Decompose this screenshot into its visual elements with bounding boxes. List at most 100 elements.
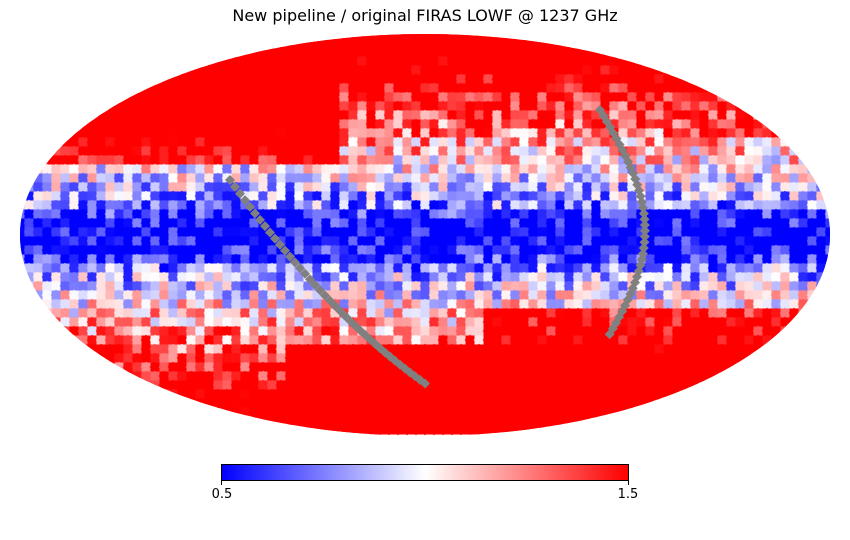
sky-pixel [527,181,539,193]
sky-pixel [608,163,620,175]
sky-pixel [185,73,197,85]
sky-pixel [581,145,593,157]
sky-pixel [329,127,341,139]
sky-pixel [428,190,440,202]
sky-pixel [194,217,206,229]
sky-pixel [194,136,206,148]
sky-pixel [734,136,746,148]
sky-pixel [338,91,350,103]
sky-pixel [563,136,575,148]
sky-pixel [338,217,350,229]
sky-pixel [419,73,431,85]
sky-pixel [122,163,134,175]
sky-pixel [653,181,665,193]
sky-pixel [122,145,134,157]
sky-pixel [176,118,188,130]
sky-pixel [266,64,278,76]
sky-pixel [437,181,449,193]
sky-pixel [20,200,25,210]
sky-pixel [275,217,287,229]
sky-pixel [176,181,188,193]
sky-pixel [149,91,161,103]
sky-pixel [807,299,817,309]
sky-pixel [815,199,827,211]
sky-pixel [464,37,476,49]
sky-pixel [482,127,494,139]
sky-pixel [788,208,800,220]
sky-pixel [87,110,97,120]
sky-pixel [176,172,188,184]
sky-pixel [410,136,422,148]
sky-pixel [257,136,269,148]
sky-pixel [653,190,665,202]
sky-pixel [671,154,683,166]
sky-pixel [554,154,566,166]
sky-pixel [347,172,359,184]
sky-pixel [311,199,323,211]
sky-pixel [680,100,692,112]
sky-pixel [176,163,188,175]
sky-pixel [563,100,575,112]
sky-pixel [347,118,359,130]
sky-pixel [707,208,719,220]
sky-pixel [113,172,125,184]
sky-pixel [527,190,539,202]
sky-pixel [510,34,520,39]
sky-pixel [725,145,737,157]
sky-pixel [752,208,764,220]
sky-pixel [635,136,647,148]
sky-pixel [320,136,332,148]
sky-pixel [59,127,71,139]
sky-pixel [140,154,152,166]
sky-pixel [518,136,530,148]
sky-pixel [671,118,683,130]
sky-pixel [743,190,755,202]
sky-pixel [482,181,494,193]
sky-pixel [293,109,305,121]
sky-pixel [419,100,431,112]
sky-pixel [68,145,80,157]
sky-pixel [527,172,539,184]
sky-pixel [644,154,656,166]
sky-pixel [698,100,710,112]
sky-pixel [284,208,296,220]
sky-pixel [491,100,503,112]
sky-pixel [617,181,629,193]
sky-pixel [132,83,142,93]
sky-pixel [590,136,602,148]
sky-pixel [86,154,98,166]
sky-pixel [536,208,548,220]
sky-pixel [707,100,719,112]
sky-pixel [77,199,89,211]
sky-pixel [482,37,494,49]
sky-pixel [140,199,152,211]
sky-pixel [20,271,26,283]
sky-pixel [140,109,152,121]
sky-pixel [716,145,728,157]
sky-pixel [365,91,377,103]
sky-pixel [428,163,440,175]
sky-pixel [428,100,440,112]
sky-pixel [680,154,692,166]
sky-pixel [798,308,808,318]
sky-pixel [554,64,566,76]
sky-pixel [491,199,503,211]
sky-pixel [536,46,548,58]
sky-pixel [356,127,368,139]
sky-pixel [59,208,71,220]
sky-pixel [725,91,737,103]
sky-pixel [500,91,512,103]
sky-pixel [644,136,656,148]
sky-pixel [653,118,665,130]
sky-pixel [662,136,674,148]
sky-pixel [140,181,152,193]
sky-pixel [518,154,530,166]
sky-pixel [554,208,566,220]
sky-pixel [311,109,323,121]
sky-pixel [609,47,619,57]
sky-pixel [59,163,71,175]
sky-pixel [293,73,305,85]
sky-pixel [464,136,476,148]
sky-pixel [437,100,449,112]
sky-pixel [95,163,107,175]
